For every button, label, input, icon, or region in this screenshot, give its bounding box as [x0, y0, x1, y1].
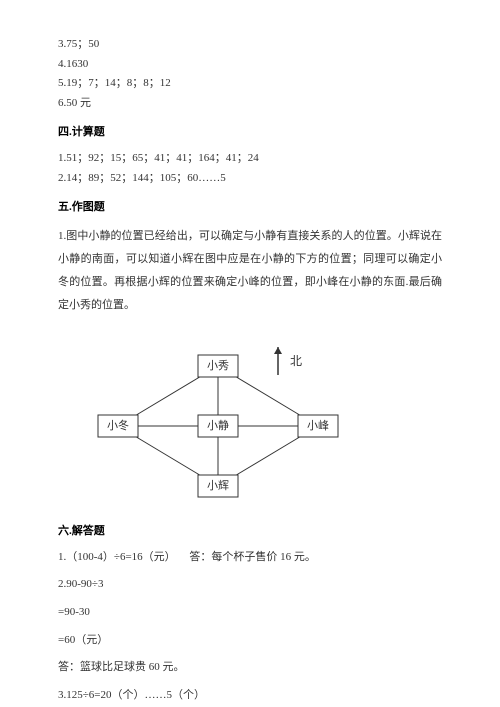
q1-answer: 答：每个杯子售价 16 元。 [189, 551, 316, 563]
svg-text:小峰: 小峰 [307, 419, 329, 432]
svg-text:小秀: 小秀 [207, 359, 229, 372]
answer-line: 5.19；7；14；8；8；12 [58, 75, 442, 93]
calc-line: 2.14；89；52；144；105；60……5 [58, 170, 442, 188]
svg-text:小辉: 小辉 [207, 479, 229, 492]
section-5-paragraph: 1.图中小静的位置已经给出，可以确定与小静有直接关系的人的位置。小辉说在小静的南… [58, 225, 442, 317]
svg-text:小冬: 小冬 [107, 418, 129, 432]
q2-step2: =60（元） [58, 632, 442, 650]
calc-line: 1.51；92；15；65；41；41；164；41；24 [58, 150, 442, 168]
q3-line: 3.125÷6=20（个）……5（个） [58, 687, 442, 705]
q2-step1: =90-30 [58, 604, 442, 622]
q1-line: 1.（100-4）÷6=16（元） 答：每个杯子售价 16 元。 [58, 549, 442, 567]
svg-text:小静: 小静 [207, 418, 229, 432]
answer-line: 6.50 元 [58, 95, 442, 113]
section-5-title: 五.作图题 [58, 199, 442, 217]
answer-line: 3.75；50 [58, 36, 442, 54]
q1-expr: 1.（100-4）÷6=16（元） [58, 551, 176, 563]
q2-answer: 答：篮球比足球贵 60 元。 [58, 659, 442, 677]
section-4-title: 四.计算题 [58, 124, 442, 142]
svg-text:北: 北 [290, 354, 302, 368]
q2-head: 2.90-90÷3 [58, 576, 442, 594]
position-diagram: 小秀小冬 小静 小峰小辉 北 [78, 335, 358, 505]
answer-line: 4.1630 [58, 56, 442, 74]
section-6-title: 六.解答题 [58, 523, 442, 541]
